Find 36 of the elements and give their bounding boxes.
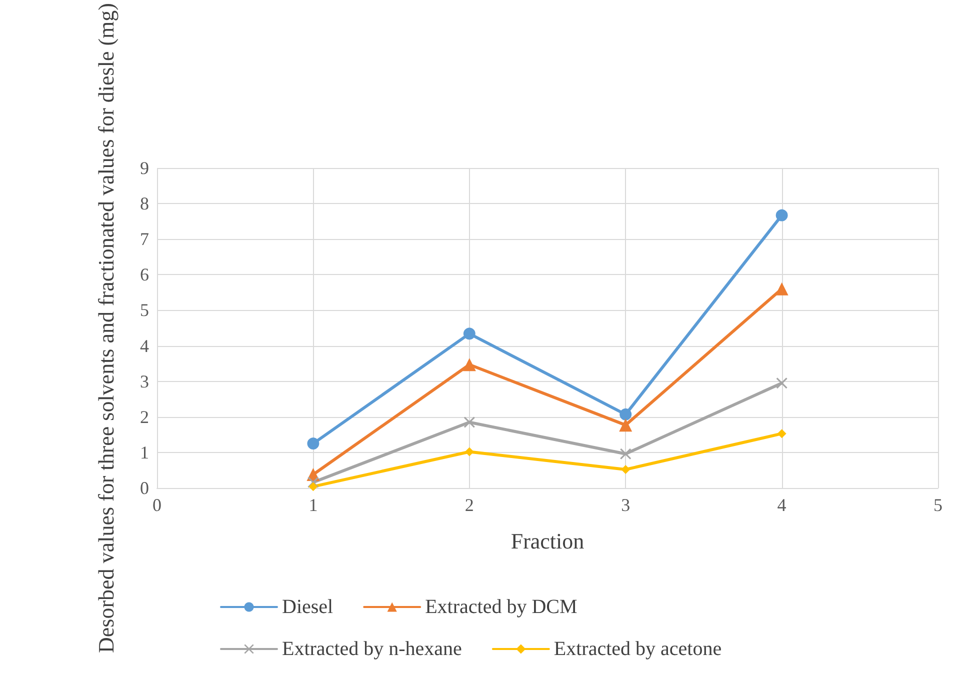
x-tick-label: 5 [934,495,942,515]
point [462,358,476,372]
x-tick-label: 3 [621,495,630,515]
y-tick-label: 8 [140,194,149,214]
y-tick-label: 5 [140,300,149,320]
x-tick-label: 0 [152,495,162,515]
point [464,447,474,456]
y-tick-label: 0 [140,478,149,498]
y-tick-label: 2 [140,406,149,427]
legend-label: Extracted by n-hexane [282,638,462,660]
point [776,209,788,222]
point [776,378,788,389]
x-tick-label: 2 [464,495,474,515]
y-tick-label: 6 [140,264,149,285]
point [777,429,786,438]
point [463,328,476,340]
point [775,282,788,296]
y-axis-title: Desorbed values for three solvents and fractionated values for diesle (mg) [94,2,118,653]
point [620,448,632,460]
x-tick-label: 4 [777,495,786,515]
y-tick-label: 1 [140,442,149,462]
y-tick-label: 9 [140,158,149,178]
point [620,408,632,420]
y-tick-label: 3 [140,371,149,392]
legend-label: Extracted by acetone [554,638,722,660]
y-tick-label: 7 [140,229,149,250]
x-tick-label: 1 [308,495,318,515]
point [621,465,630,474]
y-tick-label: 4 [140,336,149,356]
legend-label: Diesel [282,596,334,618]
point [307,438,320,450]
point [464,416,475,428]
point [619,418,632,432]
legend-label: Extracted by DCM [425,596,578,618]
x-axis-title: Fraction [510,528,584,554]
point [308,482,318,492]
